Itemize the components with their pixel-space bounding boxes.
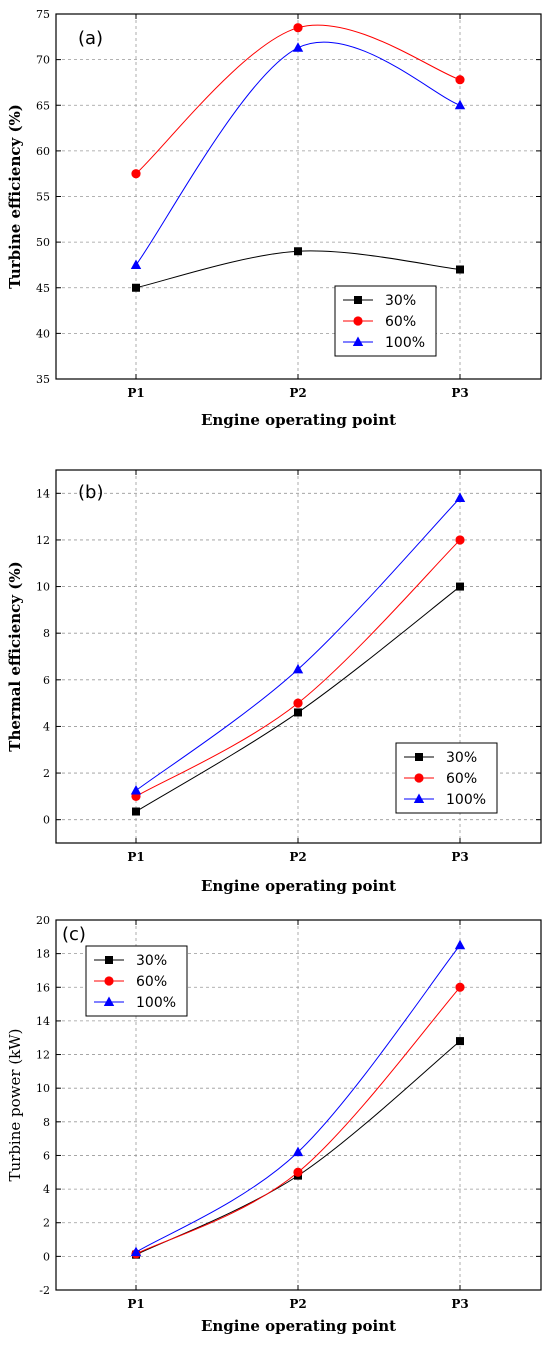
legend-label: 100% (136, 995, 176, 1011)
legend: 30% 60% 100% (85, 945, 188, 1017)
y-tick-label: 6 (43, 674, 50, 687)
y-tick-label: 65 (36, 99, 50, 112)
y-tick-label: 60 (36, 145, 50, 158)
y-tick-label: 55 (36, 191, 50, 204)
y-tick-label: 45 (36, 282, 50, 295)
panel-label: (a) (78, 28, 103, 49)
y-tick-label: 14 (36, 487, 50, 500)
chart-panel-1: 35 40 45 50 55 60 65 70 75 P1 P2 P3 Engine operating… (6, 8, 542, 429)
x-tick-label: P2 (289, 850, 306, 864)
y-tick-label: 70 (36, 54, 50, 67)
y-tick-label: -2 (39, 1284, 50, 1297)
data-point-series-2 (131, 169, 141, 179)
panel-label: (c) (62, 924, 86, 945)
data-point-series-2 (455, 982, 465, 992)
data-point-series-3 (454, 99, 466, 110)
x-tick-label: P1 (127, 386, 144, 400)
x-tick-label: P3 (451, 386, 468, 400)
data-point-series-2 (455, 75, 465, 85)
series-line-3 (135, 944, 461, 1253)
y-tick-label: 12 (36, 534, 50, 547)
data-point-series-1 (294, 708, 302, 717)
y-tick-label: 35 (36, 373, 50, 386)
legend-marker (415, 753, 423, 761)
data-point-series-2 (455, 535, 465, 545)
x-axis-label: Engine operating point (201, 877, 396, 895)
chart-panel-3: -2 0 2 4 6 8 10 12 14 16 18 20 P1 P2 P3 Engine operatin… (6, 914, 542, 1335)
chart-panel-2: 0 2 4 6 8 10 12 14 P1 P2 P3 Engine operating point T… (6, 469, 542, 895)
y-tick-label: 50 (36, 236, 50, 249)
data-point-series-2 (293, 1167, 303, 1177)
data-point-series-1 (456, 582, 464, 591)
data-point-series-3 (292, 663, 304, 674)
legend-marker (413, 793, 425, 803)
y-tick-label: 75 (36, 8, 50, 21)
panel-label: (b) (78, 482, 103, 503)
legend-marker (103, 996, 115, 1006)
data-point-series-3 (130, 259, 142, 269)
data-point-series-3 (130, 785, 142, 795)
x-tick-label: P1 (127, 1297, 144, 1311)
y-tick-label: 4 (43, 1183, 50, 1196)
legend-marker (354, 296, 362, 304)
legend-label: 60% (446, 771, 477, 787)
legend-label: 30% (446, 750, 477, 766)
data-point-series-2 (293, 698, 303, 708)
y-tick-label: 18 (36, 948, 50, 961)
y-tick-label: 10 (36, 1082, 50, 1095)
data-point-series-1 (456, 1037, 464, 1046)
y-tick-label: 12 (36, 1049, 50, 1062)
y-tick-label: 2 (43, 767, 50, 780)
legend: 30% 60% 100% (395, 742, 498, 814)
legend-marker (414, 773, 424, 783)
legend-marker (104, 976, 114, 986)
y-tick-label: 40 (36, 327, 50, 340)
legend: 30% 60% 100% (334, 285, 437, 357)
legend-label: 60% (385, 314, 416, 330)
x-tick-label: P3 (451, 850, 468, 864)
y-tick-label: 0 (43, 814, 50, 827)
data-point-series-1 (132, 283, 140, 292)
legend-label: 60% (136, 974, 167, 990)
data-point-series-3 (292, 1146, 304, 1157)
y-tick-label: 20 (36, 914, 50, 927)
y-tick-label: 2 (43, 1217, 50, 1230)
legend-label: 100% (446, 792, 486, 808)
legend-label: 30% (385, 293, 416, 309)
data-point-series-1 (456, 265, 464, 274)
legend-marker (105, 956, 113, 964)
y-tick-label: 6 (43, 1149, 50, 1162)
data-point-series-3 (292, 42, 304, 52)
y-tick-label: 8 (43, 627, 50, 640)
data-point-series-2 (293, 23, 303, 33)
y-tick-label: 4 (43, 720, 50, 733)
x-tick-label: P2 (289, 386, 306, 400)
y-tick-label: 16 (36, 981, 50, 994)
data-point-series-3 (454, 939, 466, 950)
y-tick-label: 0 (43, 1250, 50, 1263)
x-tick-label: P1 (127, 850, 144, 864)
legend-label: 100% (385, 335, 425, 351)
y-axis-label: Turbine efficiency (%) (6, 104, 24, 289)
x-tick-label: P3 (451, 1297, 468, 1311)
legend-marker (353, 316, 363, 326)
data-point-series-3 (130, 1246, 142, 1257)
x-axis-label: Engine operating point (201, 1317, 396, 1335)
data-point-series-1 (132, 807, 140, 816)
y-axis-label: Thermal efficiency (%) (6, 561, 24, 751)
data-point-series-3 (454, 492, 466, 502)
y-axis-label: Turbine power (kW) (6, 1028, 24, 1181)
data-point-series-1 (294, 247, 302, 256)
x-tick-label: P2 (289, 1297, 306, 1311)
y-tick-label: 10 (36, 581, 50, 594)
legend-marker (352, 336, 364, 346)
x-axis-label: Engine operating point (201, 411, 396, 429)
y-tick-label: 14 (36, 1015, 50, 1028)
y-tick-label: 8 (43, 1116, 50, 1129)
legend-label: 30% (136, 953, 167, 969)
